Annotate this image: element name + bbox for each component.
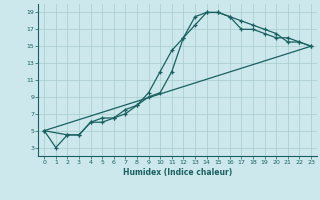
X-axis label: Humidex (Indice chaleur): Humidex (Indice chaleur)	[123, 168, 232, 177]
